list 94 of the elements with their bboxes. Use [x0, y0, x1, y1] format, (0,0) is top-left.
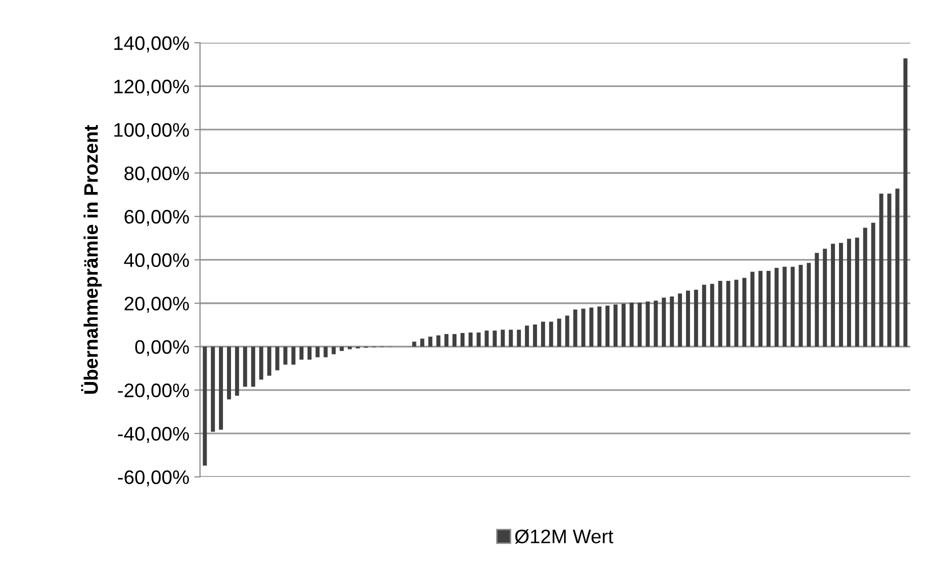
bar: [420, 338, 424, 347]
bar: [790, 266, 795, 347]
bar: [500, 330, 505, 347]
y-tick-label: -60,00%: [118, 470, 189, 486]
bar: [267, 346, 272, 376]
bar: [654, 300, 658, 347]
bar: [662, 298, 666, 347]
bar: [871, 222, 876, 347]
y-axis-title: Übernahmeprämie in Prozent: [81, 124, 102, 394]
bar: [694, 290, 698, 347]
bar: [734, 280, 738, 347]
bar: [532, 324, 538, 347]
bar: [460, 332, 465, 347]
bar: [436, 335, 440, 347]
bar: [758, 270, 762, 347]
bar: [822, 248, 827, 347]
bar: [476, 332, 481, 347]
bar: [798, 264, 803, 347]
bar: [895, 188, 900, 347]
bar: [508, 330, 513, 347]
bar: [589, 308, 594, 347]
y-tick-label: -40,00%: [118, 426, 189, 443]
y-tick-label: 0,00%: [135, 340, 189, 356]
bar: [235, 346, 240, 396]
bar: [678, 293, 682, 347]
bar: [428, 336, 432, 347]
bar: [251, 346, 256, 387]
bar: [670, 296, 674, 347]
bar: [782, 266, 787, 347]
bar: [742, 278, 746, 347]
bar: [291, 346, 296, 365]
bar: [557, 318, 562, 347]
bar: [830, 244, 835, 347]
bar: [316, 346, 320, 358]
bar: [412, 342, 416, 347]
bar: [879, 194, 884, 347]
bar: [903, 58, 908, 347]
bar: [573, 310, 578, 347]
bar: [259, 346, 264, 380]
bar: [838, 242, 844, 347]
bar: [630, 302, 634, 347]
bar: [646, 301, 650, 347]
bar: [492, 330, 497, 347]
bar: [541, 322, 546, 347]
bar: [516, 330, 521, 347]
bar: [863, 228, 868, 347]
legend-label: Ø12M Wert: [515, 529, 614, 544]
bar: [202, 346, 207, 466]
y-tick-label: 120,00%: [114, 80, 189, 96]
y-tick-label: 80,00%: [124, 166, 189, 183]
bar: [210, 346, 215, 432]
bar: [887, 194, 892, 347]
bar: [444, 334, 448, 347]
bar: [718, 280, 722, 347]
bar: [524, 326, 529, 347]
y-tick-label: 40,00%: [124, 253, 189, 270]
bar: [308, 346, 312, 360]
bar: [597, 306, 602, 347]
bar: [614, 304, 618, 347]
bar: [710, 284, 714, 347]
bar: [324, 346, 328, 358]
bar: [638, 302, 642, 347]
bar: [565, 316, 570, 347]
bar: [340, 346, 344, 351]
bar: [855, 238, 860, 347]
bar: [766, 270, 771, 347]
bar: [605, 306, 610, 347]
bar: [702, 284, 706, 347]
bar: [686, 290, 690, 347]
bar: [283, 346, 288, 365]
y-tick-label: 100,00%: [114, 123, 189, 140]
bar: [452, 334, 456, 347]
bar: [484, 330, 489, 347]
bar: [468, 332, 473, 347]
bar: [806, 262, 811, 347]
bar: [581, 308, 586, 347]
y-tick-label: 60,00%: [124, 210, 189, 226]
y-tick-label: -20,00%: [118, 384, 189, 400]
bar: [549, 322, 554, 347]
bar: [847, 238, 852, 347]
bar: [332, 346, 336, 354]
bar: [774, 268, 779, 347]
y-tick-label: 20,00%: [124, 296, 189, 313]
bar: [348, 346, 352, 350]
bar: [243, 346, 248, 387]
bar: [275, 346, 280, 370]
bar: [814, 252, 819, 347]
bar: [750, 272, 754, 347]
bar: [726, 280, 730, 347]
y-tick-label: 140,00%: [114, 36, 189, 52]
bar: [218, 346, 223, 430]
bar: [226, 346, 232, 400]
bar: [622, 304, 626, 347]
bar: [299, 346, 304, 360]
